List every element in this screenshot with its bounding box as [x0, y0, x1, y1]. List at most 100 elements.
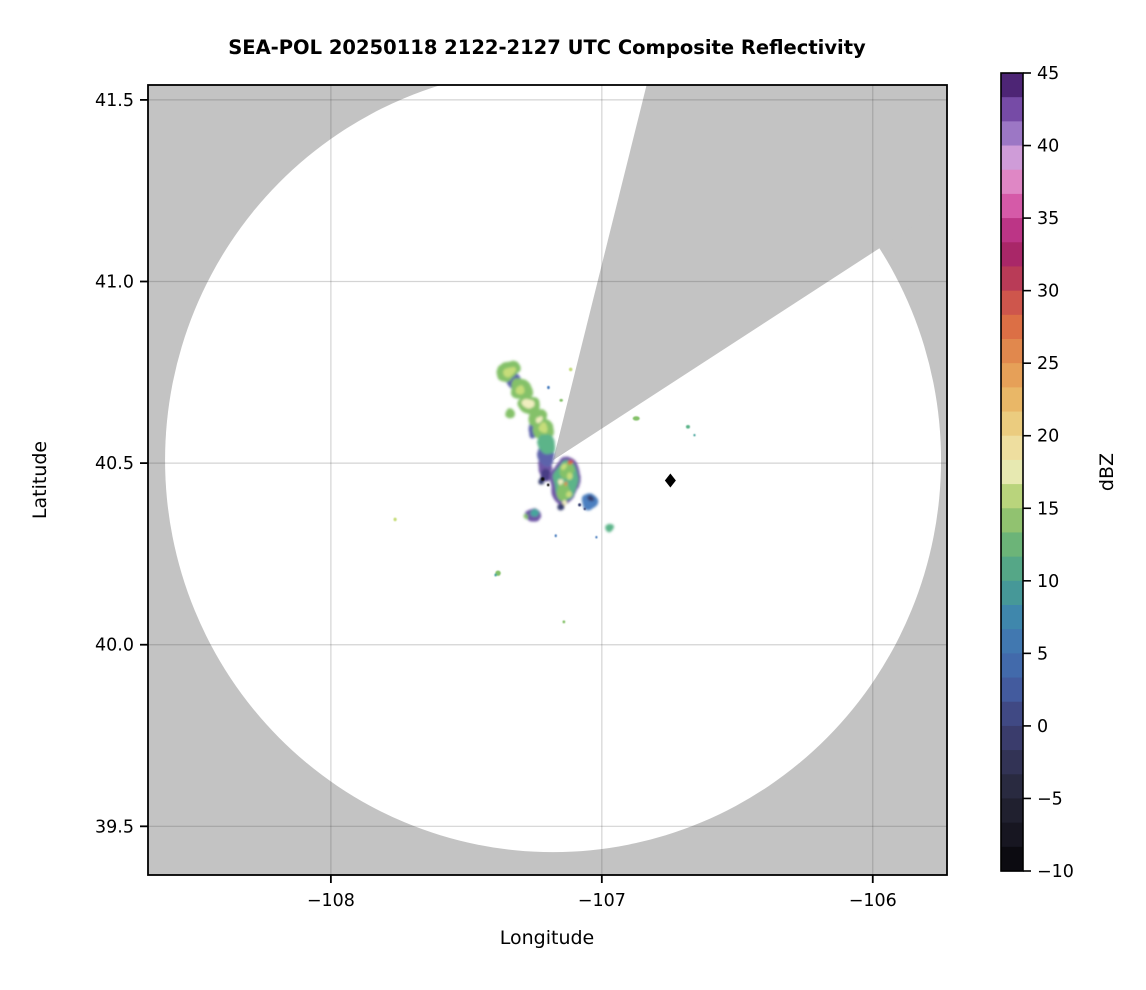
- colorbar-label: dBZ: [1096, 453, 1118, 491]
- colorbar-segment: [1001, 411, 1023, 437]
- echo-blob: [538, 434, 556, 455]
- echo-blob: [582, 494, 599, 512]
- echo-blob: [558, 479, 564, 486]
- blocked-sector-wedge: [553, 85, 947, 461]
- x-tick-label: −108: [307, 891, 355, 911]
- echo-speck: [578, 503, 582, 507]
- colorbar-segment: [1001, 701, 1023, 727]
- echo-speck: [632, 416, 640, 421]
- colorbar-segment: [1001, 774, 1023, 800]
- colorbar-segment: [1001, 193, 1023, 219]
- y-tick-label: 39.5: [95, 817, 134, 837]
- y-tick-label: 40.0: [95, 636, 134, 656]
- colorbar-segment: [1001, 556, 1023, 582]
- colorbar-frame: [1000, 72, 1024, 872]
- x-tick-label: −107: [578, 891, 626, 911]
- echo-blob: [567, 459, 573, 465]
- colorbar-tick-label: 10: [1037, 572, 1059, 592]
- echo-blob: [504, 367, 518, 379]
- colorbar-segment: [1001, 605, 1023, 630]
- echo-blob: [525, 515, 530, 520]
- chart-title: SEA-POL 20250118 2122-2127 UTC Composite…: [228, 36, 866, 59]
- colorbar-segment: [1001, 363, 1023, 388]
- colorbar-tick-label: 15: [1037, 499, 1059, 519]
- y-tick-label: 41.5: [95, 91, 134, 111]
- colorbar-segment: [1001, 145, 1023, 171]
- colorbar-segment: [1001, 750, 1023, 775]
- echo-blob: [531, 508, 539, 518]
- colorbar-segment: [1001, 822, 1023, 848]
- echo-blob: [504, 408, 515, 419]
- echo-blob: [539, 422, 548, 433]
- echo-blob: [560, 463, 568, 471]
- echo-speck: [546, 483, 550, 487]
- echo-speck: [693, 433, 696, 437]
- colorbar-segment: [1001, 677, 1023, 703]
- y-tick-label: 40.5: [95, 454, 134, 474]
- clipped-map-content: [148, 85, 947, 875]
- colorbar-segment: [1001, 387, 1023, 413]
- colorbar-segment: [1001, 339, 1023, 364]
- echo-blob: [566, 491, 573, 498]
- echo-speck: [583, 507, 586, 511]
- colorbar-segment: [1001, 290, 1023, 316]
- colorbar-tick-label: 0: [1037, 717, 1048, 737]
- colorbar-segment: [1001, 459, 1023, 485]
- colorbar-segment: [1001, 725, 1023, 751]
- colorbar-segment: [1001, 484, 1023, 509]
- colorbar-segment: [1001, 73, 1023, 98]
- colorbar-tick-label: 5: [1037, 644, 1048, 664]
- echo-blob: [556, 503, 565, 511]
- colorbar-segment: [1001, 435, 1023, 461]
- y-tick-label: 41.0: [95, 273, 134, 293]
- colorbar-segment: [1001, 532, 1023, 558]
- echo-speck: [559, 398, 563, 402]
- colorbar-segment: [1001, 169, 1023, 195]
- echo-specks: [393, 367, 696, 624]
- echo-blob: [588, 496, 595, 503]
- echo-speck: [554, 534, 557, 538]
- echo-speck: [562, 620, 566, 624]
- colorbar-segment: [1001, 508, 1023, 534]
- colorbar-segment: [1001, 314, 1023, 340]
- colorbar-segment: [1001, 798, 1023, 824]
- echo-blob: [523, 398, 534, 409]
- colorbar: 45 40 35 30 25 20 15 10 5 0 −5 −10: [1000, 64, 1074, 882]
- colorbar-tick-label: −10: [1037, 862, 1074, 882]
- colorbar-segment: [1001, 218, 1023, 243]
- colorbar-segment: [1001, 580, 1023, 606]
- colorbar-segment: [1001, 629, 1023, 654]
- echo-speck: [494, 573, 497, 577]
- echo-blob: [516, 386, 525, 395]
- colorbar-segment: [1001, 266, 1023, 292]
- echo-speck: [568, 367, 573, 372]
- echo-speck: [685, 424, 691, 429]
- colorbar-tick-label: 25: [1037, 354, 1059, 374]
- echo-blob: [534, 414, 543, 423]
- map-layers: −108 −107 −106 41.5 41.0 40.5 40.0 39.5 45 40 35 30…: [95, 64, 1074, 911]
- echo-speck: [547, 385, 550, 390]
- grid-lines: [148, 85, 947, 875]
- x-axis-label: Longitude: [500, 927, 595, 949]
- colorbar-segment: [1001, 121, 1023, 147]
- colorbar-tick-label: 35: [1037, 209, 1059, 229]
- colorbar-segment: [1001, 97, 1023, 122]
- colorbar-segment: [1001, 653, 1023, 679]
- colorbar-tick-label: 30: [1037, 282, 1059, 302]
- echo-speck: [595, 535, 598, 539]
- colorbar-tick-label: 20: [1037, 427, 1059, 447]
- plot-frame: [147, 84, 948, 876]
- colorbar-segment: [1001, 846, 1023, 872]
- x-tick-label: −106: [849, 891, 897, 911]
- colorbar-tick-label: −5: [1037, 789, 1063, 809]
- y-axis-label: Latitude: [29, 441, 51, 519]
- echo-speck: [540, 477, 545, 481]
- echo-field: [497, 361, 613, 532]
- echo-blob: [604, 521, 613, 532]
- echo-speck: [393, 517, 397, 522]
- colorbar-tick-label: 40: [1037, 137, 1059, 157]
- site-marker-diamond: [664, 473, 676, 488]
- colorbar-tick-label: 45: [1037, 64, 1059, 84]
